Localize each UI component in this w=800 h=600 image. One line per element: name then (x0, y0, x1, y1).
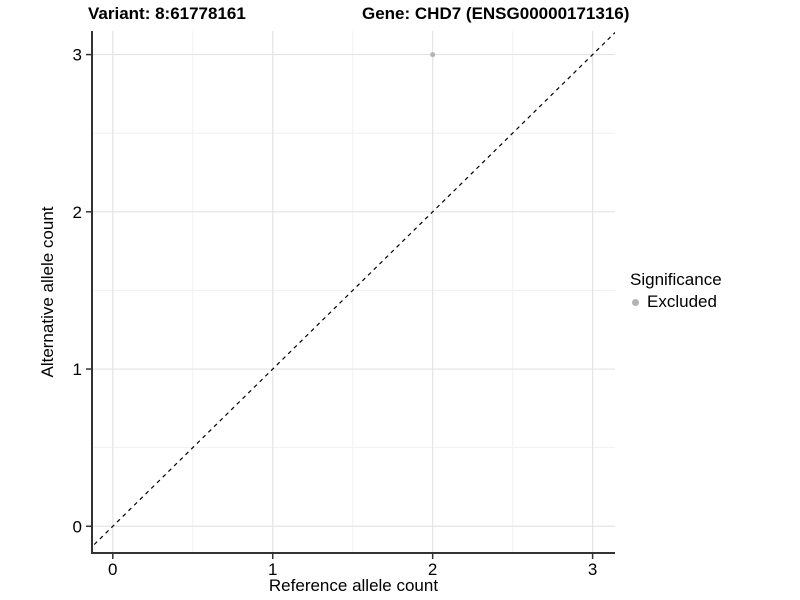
variant-title: Variant: 8:61778161 (88, 4, 246, 23)
data-point (430, 52, 436, 58)
x-tick-label: 2 (428, 560, 437, 579)
y-tick-label: 3 (73, 46, 82, 65)
x-tick-label: 1 (268, 560, 277, 579)
legend-item-label: Excluded (647, 292, 717, 311)
x-tick-label: 3 (588, 560, 597, 579)
x-axis-title: Reference allele count (268, 576, 439, 595)
y-axis-title: Alternative allele count (38, 206, 57, 378)
y-tick-label: 2 (73, 203, 82, 222)
y-tick-label: 1 (73, 360, 82, 379)
legend-item: Excluded (630, 292, 722, 312)
legend-title: Significance (630, 270, 722, 289)
gene-title: Gene: CHD7 (ENSG00000171316) (362, 4, 630, 23)
gridlines (92, 31, 615, 553)
axis-ticks: 0 1 2 3 0 1 2 3 (73, 46, 598, 579)
y-tick-label: 0 (73, 517, 82, 536)
excluded-point-icon (632, 298, 639, 306)
identity-reference-line (92, 31, 615, 548)
x-tick-label: 0 (108, 560, 117, 579)
legend: Significance Excluded (630, 270, 722, 312)
